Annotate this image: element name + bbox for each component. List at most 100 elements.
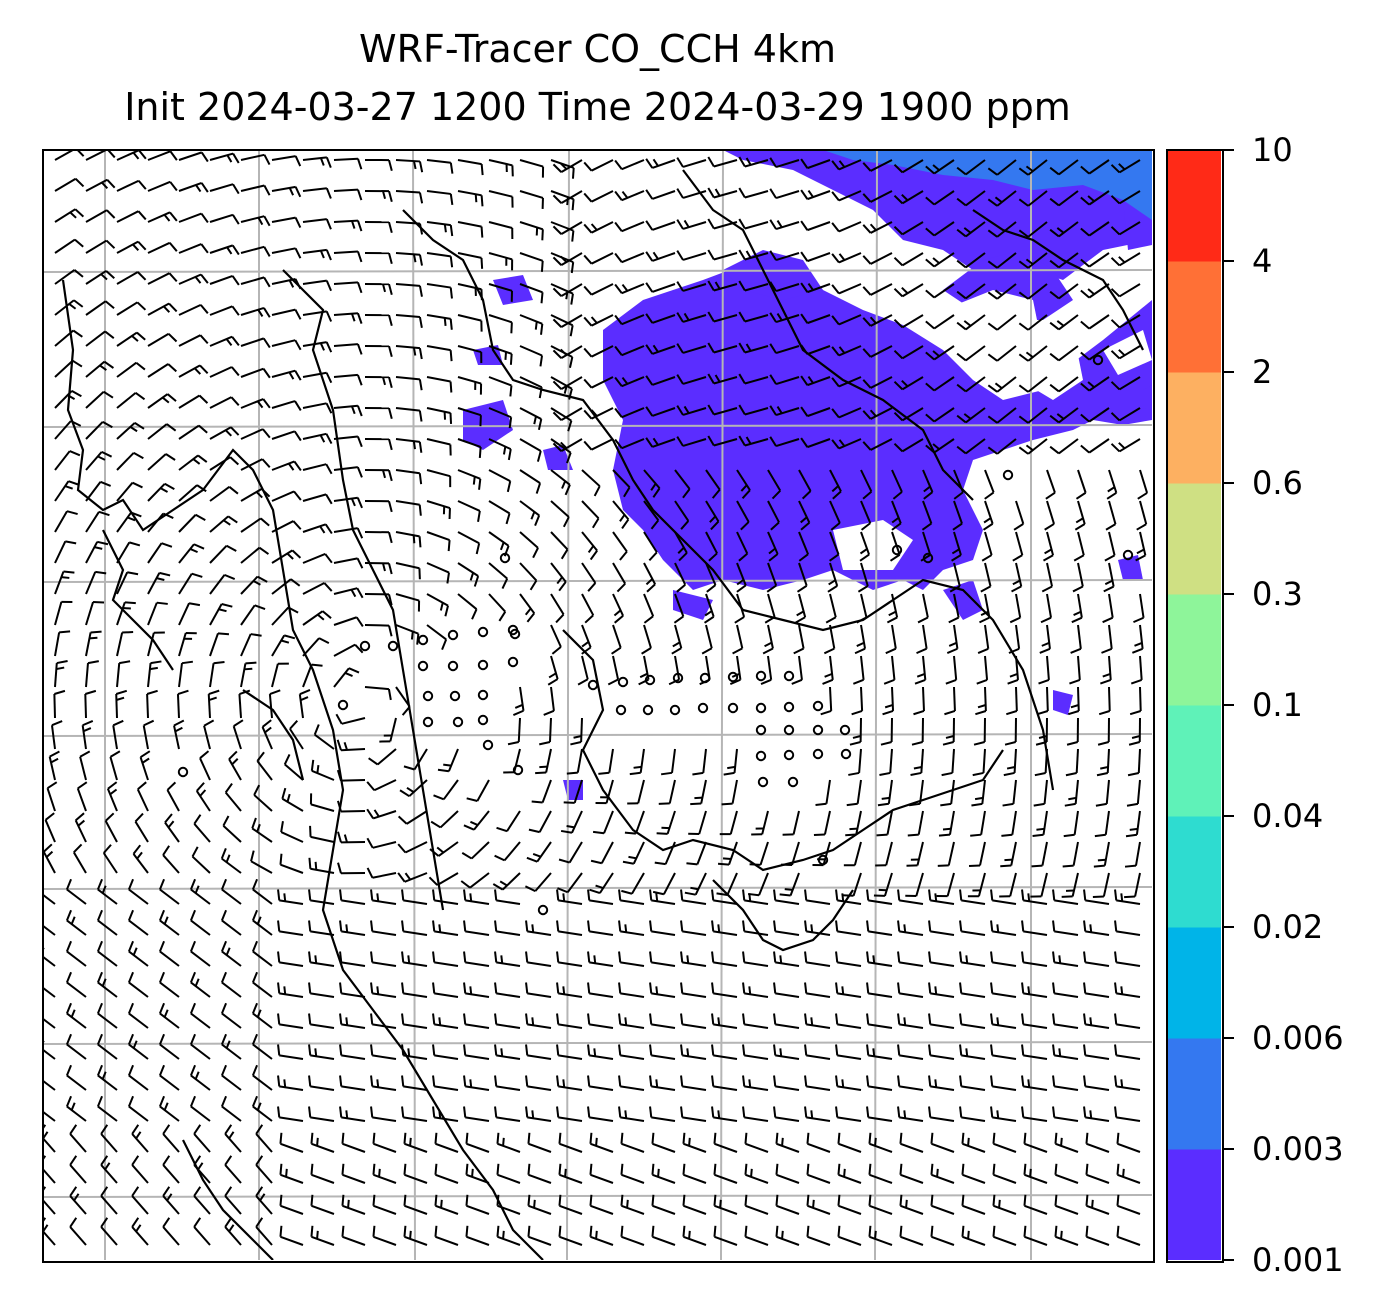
longitude-gridline xyxy=(412,150,416,1260)
wind-barb xyxy=(1023,1225,1048,1246)
wind-barb xyxy=(65,940,87,967)
wind-barb xyxy=(961,1225,986,1246)
wind-barb xyxy=(432,1106,459,1122)
wind-barb xyxy=(705,500,720,531)
wind-barb xyxy=(488,593,507,622)
wind-barb xyxy=(854,624,867,655)
wind-barb xyxy=(673,593,685,624)
wind-barb xyxy=(1133,593,1145,624)
wind-barb xyxy=(1129,686,1142,716)
wind-barb xyxy=(85,601,105,626)
wind-barb xyxy=(147,332,178,347)
wind-barb xyxy=(178,243,209,254)
wind-barb xyxy=(43,1217,56,1246)
wind-barb xyxy=(463,951,490,967)
wind-barb xyxy=(773,982,800,998)
wind-barb xyxy=(804,889,831,905)
calm-wind-marker xyxy=(672,672,684,684)
wind-barb xyxy=(271,578,301,595)
wind-barb xyxy=(496,1225,521,1246)
wind-barb xyxy=(178,572,203,595)
wind-barb xyxy=(977,624,990,654)
wind-barb xyxy=(707,311,738,323)
wind-barb xyxy=(899,1225,924,1246)
wind-barb xyxy=(587,920,614,936)
wind-barb xyxy=(268,689,281,719)
wind-barb xyxy=(463,1106,490,1122)
wind-barb xyxy=(1083,1044,1110,1060)
wind-barb xyxy=(835,1106,862,1122)
wind-barb xyxy=(147,482,175,502)
wind-barb xyxy=(1004,717,1017,746)
wind-barb xyxy=(437,748,459,773)
wind-barb xyxy=(519,500,541,526)
wind-barb xyxy=(189,1095,211,1122)
wind-barb xyxy=(283,754,304,781)
wind-barb xyxy=(1023,1163,1048,1184)
wind-barb xyxy=(333,312,363,324)
colorbar-tick-label: 2 xyxy=(1252,353,1273,391)
wind-barb xyxy=(944,686,956,716)
wind-barb xyxy=(465,1163,490,1184)
colorbar-tick-label: 0.3 xyxy=(1252,575,1303,613)
wind-barb xyxy=(162,1155,180,1184)
wind-barb xyxy=(463,982,490,998)
wind-barb xyxy=(339,1106,366,1122)
wind-barb xyxy=(142,719,155,750)
wind-barb xyxy=(395,345,423,360)
colorbar-tick xyxy=(1222,260,1234,262)
wind-barb xyxy=(370,982,397,998)
wind-barb xyxy=(147,363,177,378)
wind-barb xyxy=(116,481,143,502)
wind-barb xyxy=(577,655,589,686)
wind-barb xyxy=(240,633,262,657)
wind-barb xyxy=(614,190,645,202)
wind-barb xyxy=(220,940,242,967)
wind-barb xyxy=(713,1132,738,1153)
wind-barb xyxy=(43,1040,56,1060)
colorbar-band xyxy=(1167,372,1221,484)
wind-barb xyxy=(127,971,149,998)
wind-barb xyxy=(581,469,601,497)
wind-barb xyxy=(127,1095,149,1122)
wind-barb xyxy=(930,1225,955,1246)
wind-barb xyxy=(277,982,304,998)
calm-wind-marker xyxy=(755,702,767,714)
wind-barb xyxy=(302,310,333,322)
calm-wind-marker xyxy=(669,704,681,716)
wind-barb xyxy=(1136,500,1148,531)
wind-barb xyxy=(804,951,831,967)
wind-barb xyxy=(676,374,707,385)
wind-barb xyxy=(96,940,118,967)
wind-barb xyxy=(1018,283,1048,300)
wind-barb xyxy=(775,1225,800,1246)
wind-barb xyxy=(333,496,363,509)
wind-barb xyxy=(589,1225,614,1246)
wind-barb xyxy=(800,251,831,263)
wind-barb xyxy=(395,159,424,173)
wind-barb xyxy=(583,283,614,296)
wind-barb xyxy=(429,841,459,857)
wind-barb xyxy=(147,241,178,254)
wind-barb xyxy=(147,601,168,626)
wind-barb xyxy=(240,367,271,379)
wind-barb xyxy=(74,812,87,843)
wind-barb xyxy=(341,1194,366,1215)
wind-barb xyxy=(552,159,583,173)
wind-barb xyxy=(370,1075,397,1091)
wind-barb xyxy=(889,531,901,562)
wind-barb xyxy=(43,924,56,936)
wind-barb xyxy=(395,283,423,297)
wind-barb xyxy=(1049,252,1079,269)
wind-barb xyxy=(956,314,986,331)
wind-barb xyxy=(645,375,676,386)
wind-barb xyxy=(680,1075,707,1091)
wind-barb xyxy=(488,562,509,589)
wind-barb xyxy=(488,314,513,334)
wind-barb xyxy=(742,1106,769,1122)
wind-barb xyxy=(147,453,176,471)
wind-barb xyxy=(645,406,676,417)
coastline xyxy=(61,279,544,1260)
wind-barb xyxy=(364,252,393,264)
wind-barb xyxy=(707,435,738,447)
